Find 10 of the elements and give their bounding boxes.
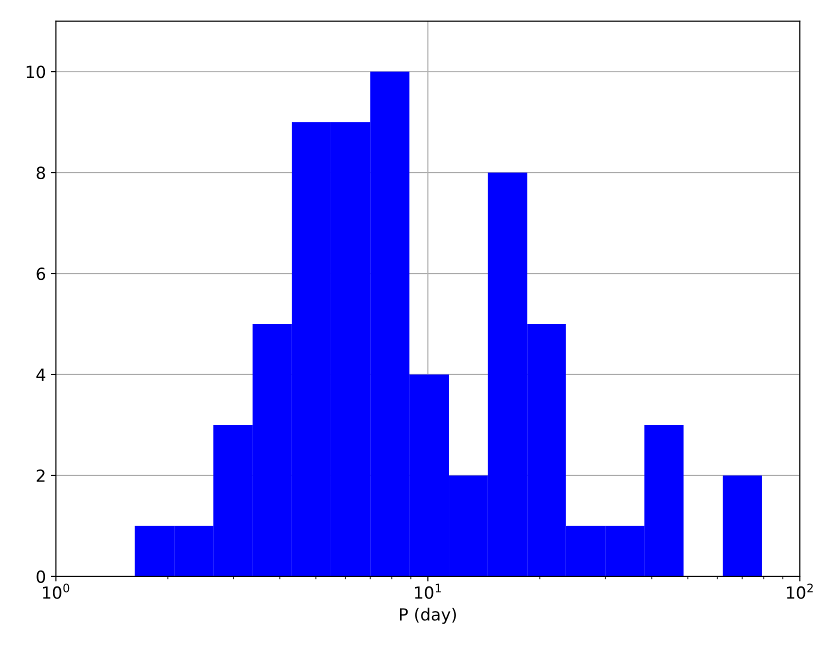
y-tick-label: 4 <box>36 368 46 381</box>
x-axis-title: P (day) <box>400 608 456 624</box>
y-tick-label: 10 <box>26 66 46 78</box>
x-tick-label: 10$^{0}$ <box>43 584 70 599</box>
y-tick-label: 6 <box>36 267 46 280</box>
y-tick-label: 8 <box>36 166 46 180</box>
x-tick-label: 10$^{1}$ <box>415 584 441 599</box>
x-tick-label: 10$^{2}$ <box>786 584 813 599</box>
y-tick-label: 2 <box>36 469 44 482</box>
y-tick-label: 0 <box>36 570 46 583</box>
